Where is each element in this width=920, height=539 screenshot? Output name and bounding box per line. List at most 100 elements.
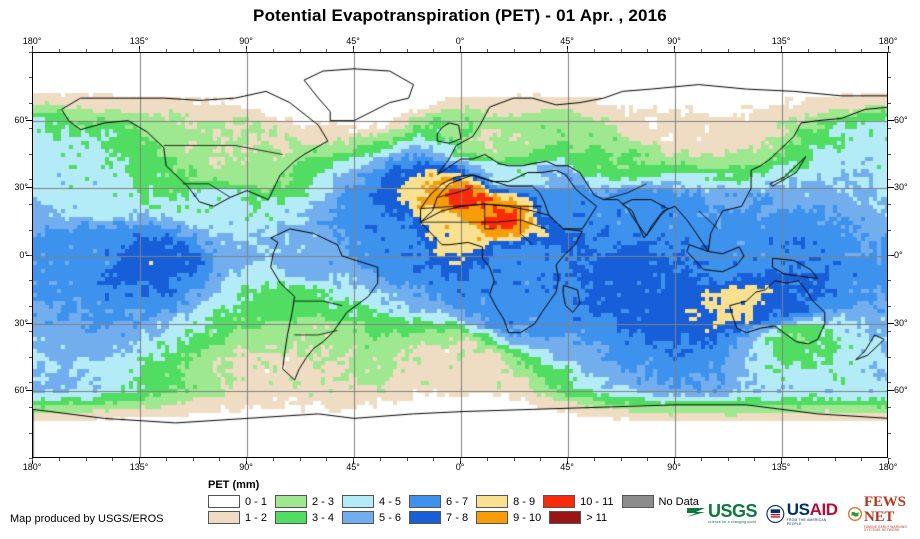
lat-label-left: 30° bbox=[14, 182, 28, 193]
lat-minor-tick bbox=[888, 407, 891, 409]
legend-item: 8 - 9 bbox=[476, 495, 543, 508]
lon-minor-tick bbox=[326, 458, 328, 461]
lat-minor-tick bbox=[888, 305, 891, 307]
lon-minor-tick bbox=[834, 49, 836, 52]
lat-minor-tick bbox=[29, 305, 32, 307]
legend-swatch bbox=[275, 511, 308, 524]
legend-label: 2 - 3 bbox=[312, 495, 335, 508]
legend-item: 6 - 7 bbox=[409, 495, 476, 508]
lat-major-tick bbox=[888, 119, 894, 121]
legend-item: 4 - 5 bbox=[342, 495, 409, 508]
lon-minor-tick bbox=[460, 458, 461, 461]
lon-minor-tick bbox=[353, 458, 354, 461]
lat-minor-tick bbox=[29, 77, 32, 79]
legend-swatch bbox=[621, 495, 654, 508]
fews-wordmark: FEWS NET bbox=[864, 494, 906, 525]
lon-label-top: 90° bbox=[667, 36, 681, 46]
lon-minor-tick bbox=[486, 458, 488, 461]
lon-minor-tick bbox=[861, 49, 863, 52]
lat-label-right: 30° bbox=[894, 317, 908, 328]
lon-minor-tick bbox=[326, 49, 328, 52]
legend-label: 10 - 11 bbox=[580, 495, 614, 508]
lat-label-left: 30° bbox=[14, 317, 28, 328]
lat-minor-tick bbox=[888, 128, 891, 130]
lat-minor-tick bbox=[888, 204, 891, 206]
page-title: Potential Evapotranspiration (PET) - 01 … bbox=[253, 6, 667, 25]
lon-minor-tick bbox=[165, 49, 167, 52]
lon-minor-tick bbox=[593, 49, 595, 52]
lon-minor-tick bbox=[620, 458, 622, 461]
lat-minor-tick bbox=[888, 178, 891, 180]
usgs-wordmark: USGS bbox=[708, 501, 758, 522]
lat-major-tick bbox=[888, 255, 894, 256]
lon-minor-tick bbox=[406, 49, 408, 52]
lon-minor-tick bbox=[32, 458, 33, 461]
lon-minor-tick bbox=[58, 49, 60, 52]
fews-tagline: FAMINE EARLY WARNING SYSTEMS NETWORK bbox=[864, 525, 908, 533]
legend-swatch bbox=[409, 495, 442, 508]
lon-minor-tick bbox=[620, 49, 622, 52]
lon-major-tick bbox=[781, 458, 782, 464]
lat-label-right: 30° bbox=[894, 182, 908, 193]
legend-title: PET (mm) bbox=[208, 479, 260, 491]
lon-minor-tick bbox=[379, 49, 381, 52]
legend-label: No Data bbox=[658, 495, 699, 508]
lon-label-bottom: 45° bbox=[560, 462, 574, 472]
lat-major-tick bbox=[26, 390, 32, 392]
fews-net-logo[interactable]: FEWS NET FAMINE EARLY WARNING SYSTEMS NE… bbox=[847, 494, 920, 533]
usaid-logo[interactable]: USAID FROM THE AMERICAN PEOPLE bbox=[766, 501, 839, 526]
lat-minor-tick bbox=[888, 331, 891, 333]
lon-minor-tick bbox=[85, 458, 87, 461]
lon-label-bottom: 90° bbox=[239, 462, 253, 472]
lon-minor-tick bbox=[754, 458, 756, 461]
lat-minor-tick bbox=[29, 381, 32, 383]
lon-label-bottom: 135° bbox=[129, 462, 149, 472]
lon-label-top: 45° bbox=[346, 36, 360, 46]
lat-minor-tick bbox=[888, 356, 891, 358]
legend-item: No Data bbox=[621, 495, 707, 508]
coastline-grid-layer bbox=[33, 53, 887, 457]
lon-minor-tick bbox=[567, 49, 568, 52]
usaid-aid-text: AID bbox=[809, 500, 838, 520]
lat-label-right: 0° bbox=[894, 250, 903, 260]
usgs-tagline: science for a changing world bbox=[708, 520, 757, 525]
lat-major-tick bbox=[26, 187, 32, 189]
legend-item: 0 - 1 bbox=[208, 495, 275, 508]
lat-minor-tick bbox=[888, 280, 891, 282]
lon-minor-tick bbox=[513, 49, 515, 52]
usgs-logo[interactable]: USGS science for a changing world bbox=[686, 501, 758, 525]
legend-label: 0 - 1 bbox=[245, 495, 268, 508]
legend-item: 9 - 10 bbox=[476, 511, 549, 524]
lat-label-left: 0° bbox=[19, 250, 28, 260]
map-frame[interactable] bbox=[32, 52, 888, 458]
legend-swatch bbox=[208, 495, 240, 508]
lon-minor-tick bbox=[192, 49, 194, 52]
lon-minor-tick bbox=[647, 49, 649, 52]
lat-minor-tick bbox=[29, 128, 32, 130]
lat-minor-tick bbox=[29, 356, 32, 358]
legend-item: 10 - 11 bbox=[543, 495, 621, 508]
lat-minor-tick bbox=[29, 255, 32, 256]
lat-label-left: 60° bbox=[14, 385, 28, 396]
lon-label-bottom: 45° bbox=[346, 462, 360, 472]
lon-minor-tick bbox=[379, 458, 381, 461]
legend-item: 7 - 8 bbox=[409, 511, 476, 524]
lon-minor-tick bbox=[861, 458, 863, 461]
legend-label: 9 - 10 bbox=[513, 511, 542, 524]
legend-swatch bbox=[476, 495, 509, 508]
legend-label: 3 - 4 bbox=[312, 511, 335, 524]
lon-label-bottom: 0° bbox=[455, 462, 465, 472]
lon-minor-tick bbox=[353, 49, 354, 52]
lon-minor-tick bbox=[540, 458, 542, 461]
lon-minor-tick bbox=[85, 49, 87, 52]
lon-label-top: 180° bbox=[878, 36, 898, 46]
legend-item: 1 - 2 bbox=[208, 511, 275, 524]
lat-minor-tick bbox=[888, 102, 891, 104]
lon-label-top: 90° bbox=[239, 36, 253, 46]
legend-item: > 11 bbox=[549, 511, 615, 524]
usaid-tagline: FROM THE AMERICAN PEOPLE bbox=[786, 518, 827, 526]
usaid-wordmark: USAID bbox=[787, 501, 839, 518]
fews-globe-icon bbox=[847, 506, 862, 521]
lat-major-tick bbox=[888, 390, 894, 392]
legend-label: 4 - 5 bbox=[379, 495, 402, 508]
